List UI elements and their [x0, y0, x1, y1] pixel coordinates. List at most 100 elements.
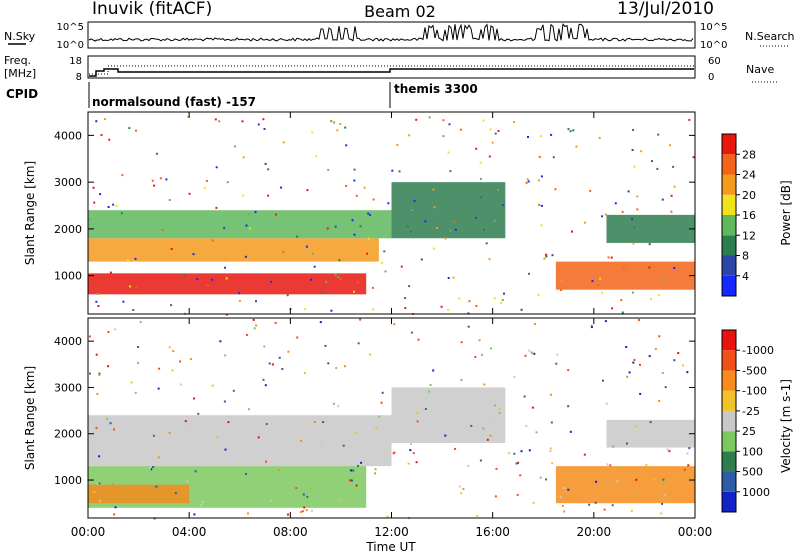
velocity-colorbar-tick-label: 100 [742, 445, 763, 458]
power-speckle [238, 292, 241, 295]
power-speckle [211, 278, 214, 281]
power-speckle [632, 291, 634, 294]
velocity-speckle [407, 462, 410, 465]
velocity-speckle [458, 485, 461, 488]
date-title: 13/Jul/2010 [617, 0, 714, 19]
velocity-speckle [96, 393, 99, 395]
power-speckle [351, 219, 354, 222]
velocity-speckle [277, 469, 280, 471]
power-speckle [433, 206, 436, 209]
velocity-speckle [415, 461, 418, 464]
velocity-speckle [95, 353, 98, 356]
nave-tick-top: 60 [708, 56, 721, 67]
power-speckle [488, 258, 491, 261]
freq-trace [89, 68, 694, 77]
power-speckle [483, 229, 485, 231]
power-speckle [550, 133, 553, 136]
velocity-speckle [483, 383, 486, 386]
freq-nave-panel: Freq. [MHz] 18 8 60 0 Nave [4, 54, 778, 83]
velocity-speckle [322, 421, 325, 424]
velocity-speckle [184, 420, 187, 423]
power-speckle [226, 181, 229, 184]
velocity-colorbar-tick-label: -25 [742, 405, 760, 418]
velocity-speckle [590, 326, 593, 329]
velocity-speckle [354, 431, 357, 434]
velocity-colorbar-segment [722, 390, 736, 411]
power-speckle [480, 177, 482, 180]
velocity-speckle [515, 462, 518, 465]
velocity-speckle [98, 500, 101, 503]
velocity-ytick-label: 1000 [54, 474, 82, 487]
velocity-speckle [474, 356, 477, 358]
velocity-speckle [305, 509, 308, 512]
velocity-speckle [392, 452, 395, 455]
power-speckle [275, 213, 278, 216]
velocity-colorbar-tick-label: 1000 [742, 486, 770, 499]
velocity-colorbar-tick-label: -500 [742, 364, 767, 377]
time-tick-label: 04:00 [172, 525, 207, 539]
nsearch-label: N.Search [745, 30, 795, 43]
velocity-speckle [344, 365, 346, 368]
nave-tick-bottom: 0 [708, 72, 714, 83]
velocity-speckle [481, 353, 483, 356]
power-ytick-label: 3000 [54, 176, 82, 189]
velocity-speckle [467, 325, 470, 328]
velocity-speckle [551, 462, 554, 465]
power-speckle [296, 235, 299, 238]
power-speckle [631, 149, 634, 151]
power-colorbar-tick-label: 20 [742, 189, 756, 202]
velocity-speckle [224, 354, 227, 357]
power-speckle [330, 309, 333, 312]
velocity-colorbar-segment [722, 370, 736, 391]
power-speckle [420, 258, 423, 261]
power-speckle [538, 155, 541, 158]
power-speckle [672, 165, 675, 168]
power-speckle [599, 277, 602, 280]
power-speckle [633, 165, 636, 168]
velocity-speckle [189, 358, 192, 361]
power-speckle [384, 270, 387, 273]
power-speckle [444, 237, 447, 240]
velocity-speckle [567, 405, 570, 408]
velocity-speckle [611, 504, 614, 507]
velocity-speckle [637, 319, 640, 321]
velocity-speckle [513, 452, 516, 455]
velocity-speckle [274, 321, 277, 324]
velocity-speckle [313, 421, 316, 423]
power-speckle [257, 123, 260, 126]
power-speckle [657, 294, 660, 297]
power-speckle [333, 121, 335, 124]
velocity-speckle [201, 501, 204, 504]
velocity-speckle [429, 384, 432, 386]
power-speckle [636, 195, 639, 198]
velocity-speckle [357, 342, 360, 345]
velocity-speckle [309, 487, 312, 490]
power-speckle [604, 213, 607, 216]
velocity-speckle [111, 483, 114, 486]
power-speckle [255, 300, 257, 303]
velocity-speckle [460, 341, 463, 344]
velocity-speckle [301, 510, 304, 513]
velocity-speckle [628, 371, 631, 374]
power-speckle [100, 134, 103, 137]
velocity-speckle [359, 318, 362, 321]
power-ylabel: Slant Range [km] [23, 161, 37, 265]
velocity-speckle [168, 432, 171, 435]
time-tick-label: 20:00 [577, 525, 612, 539]
velocity-speckle [337, 405, 340, 408]
power-speckle [485, 242, 488, 245]
power-speckle [475, 304, 478, 307]
power-speckle [95, 300, 98, 303]
velocity-speckle [114, 506, 117, 509]
power-speckle [254, 211, 257, 214]
power-speckle [225, 257, 228, 260]
power-speckle [311, 131, 314, 134]
power-speckle [89, 218, 92, 221]
velocity-speckle [107, 331, 110, 333]
velocity-speckle [262, 378, 265, 381]
power-speckle [170, 248, 173, 250]
power-speckle [313, 265, 316, 268]
power-speckle [303, 308, 306, 311]
velocity-speckle [595, 480, 598, 483]
